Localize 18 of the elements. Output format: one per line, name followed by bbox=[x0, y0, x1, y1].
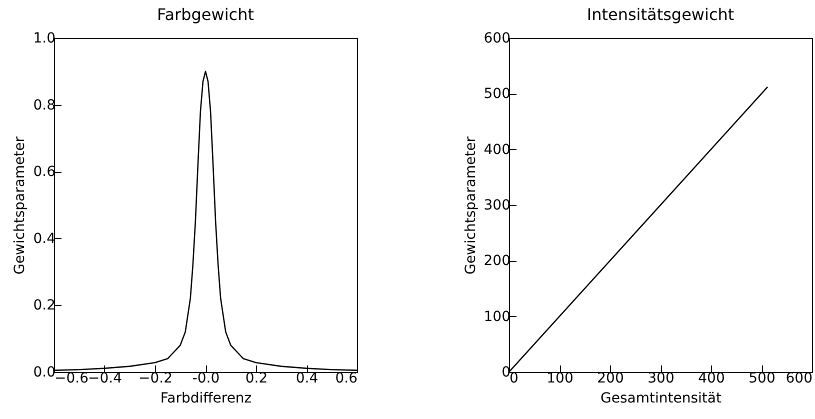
y-tick-label: 1.0 bbox=[33, 30, 56, 46]
y-tick-label: 0.4 bbox=[33, 230, 56, 247]
y-tick-label: 300 bbox=[484, 198, 510, 214]
y-tick-label: 600 bbox=[484, 30, 510, 46]
x-axis-title: Gesamtintensität bbox=[600, 390, 722, 406]
y-tick-label: 100 bbox=[484, 308, 510, 325]
y-axis-title: Gewichtsparameter bbox=[12, 136, 28, 275]
y-tick-label: 0.6 bbox=[33, 164, 56, 180]
y-axis-title: Gewichtsparameter bbox=[462, 136, 479, 275]
chart-title: Intensitätsgewicht bbox=[586, 5, 734, 24]
chart-title: Farbgewicht bbox=[156, 5, 254, 24]
y-tick-label: 400 bbox=[484, 142, 510, 158]
y-tick-label: 0.2 bbox=[33, 298, 56, 314]
x-axis-title: Farbdifferenz bbox=[160, 390, 252, 406]
y-tick-label: 0.0 bbox=[33, 364, 56, 380]
y-tick-label: 0.8 bbox=[33, 97, 56, 114]
y-tick-label: 200 bbox=[484, 253, 510, 270]
y-tick-label: 500 bbox=[484, 86, 510, 102]
